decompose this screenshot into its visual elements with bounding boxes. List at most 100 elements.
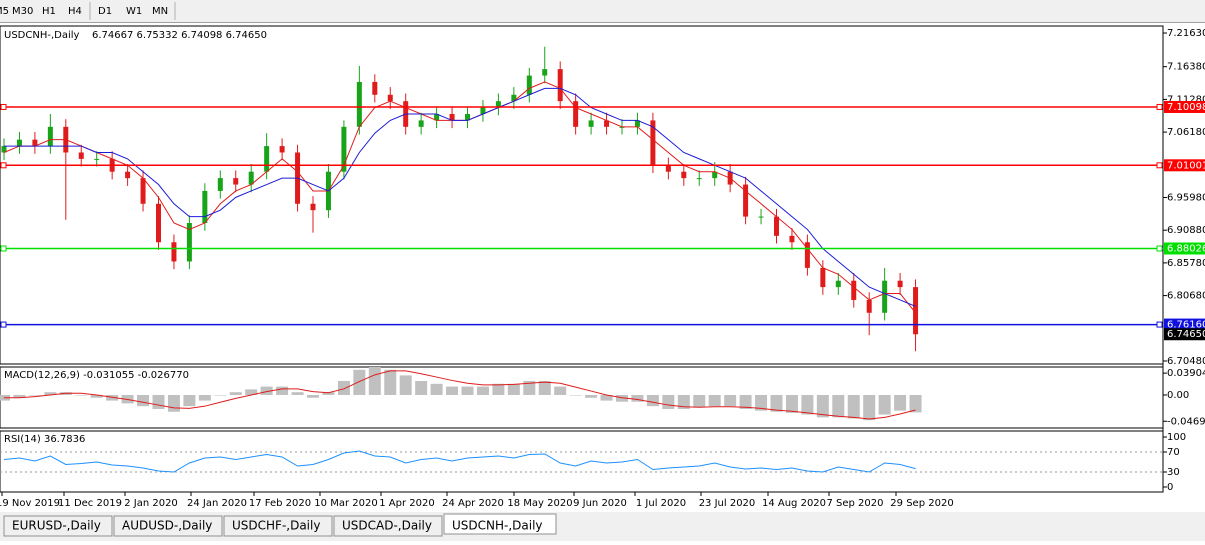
macd-bar: [430, 383, 443, 395]
y-tick-label: 6.80680: [1167, 291, 1205, 302]
macd-bar: [785, 394, 798, 413]
macd-bar: [13, 394, 26, 398]
macd-bar: [600, 394, 613, 401]
candle-body: [16, 139, 22, 147]
timeframe-button[interactable]: H1: [42, 6, 56, 17]
candle-body: [681, 171, 687, 179]
candle-body: [387, 94, 393, 102]
macd-bar: [198, 394, 211, 401]
tab-background: [3, 515, 113, 537]
rsi-line: [3, 450, 916, 473]
macd-bar: [461, 386, 474, 395]
symbol-tab[interactable]: EURUSD-,Daily: [3, 515, 113, 537]
y-tick-label: 7.21630: [1167, 28, 1205, 39]
candle-body: [774, 216, 779, 236]
macd-signal: [4, 370, 916, 420]
candle-body: [511, 94, 517, 102]
macd-bar: [28, 394, 41, 396]
candle-body: [1, 146, 7, 153]
tab-label: USDCNH-,Daily: [452, 519, 543, 533]
macd-bar: [399, 375, 412, 395]
candle-body: [341, 126, 347, 172]
x-tick-label: 1 Apr 2020: [379, 498, 434, 509]
macd-bar: [801, 394, 814, 415]
candle-body: [557, 69, 563, 102]
candle-body: [789, 235, 795, 243]
chart-title: USDCNH-,Daily: [4, 30, 80, 41]
macd-bar: [90, 394, 103, 398]
rsi-panel: [0, 430, 1164, 493]
macd-bar: [337, 380, 350, 395]
y-tick-label: 0.00: [1167, 390, 1189, 401]
candle-body: [47, 126, 53, 147]
symbol-tab[interactable]: USDCNH-,Daily: [443, 513, 557, 535]
candle-body: [604, 120, 610, 127]
macd-bar: [276, 386, 289, 395]
y-tick-label: 6.95980: [1167, 192, 1205, 203]
x-tick-label: 24 Apr 2020: [442, 498, 504, 509]
macd-bar: [631, 394, 644, 402]
symbol-tab[interactable]: USDCHF-,Daily: [223, 515, 333, 537]
macd-bar: [662, 394, 675, 409]
candle-body: [248, 171, 254, 185]
timeframe-button[interactable]: M5: [0, 6, 9, 17]
macd-bar: [646, 394, 659, 407]
timeframe-button[interactable]: H4: [68, 6, 82, 17]
timeframe-button[interactable]: M30: [12, 6, 33, 17]
macd-bar: [863, 394, 876, 421]
candle-body: [588, 120, 594, 127]
main-panel: [0, 25, 1164, 365]
candle-body: [804, 242, 810, 268]
level-handle: [1156, 245, 1163, 252]
macd-bar: [523, 380, 536, 395]
level-price-label: 7.10098: [1167, 102, 1205, 113]
last-price-label: 6.74650: [1167, 329, 1205, 340]
timeframe-button[interactable]: D1: [98, 6, 112, 17]
macd-bar: [569, 394, 582, 396]
y-tick-label: 6.70480: [1167, 356, 1205, 367]
candle-body: [171, 242, 177, 262]
tab-background: [223, 515, 333, 537]
y-tick-label: 7.11280: [1167, 94, 1205, 105]
macd-title: MACD(12,26,9) -0.031055 -0.026770: [4, 370, 189, 381]
tab-label: AUDUSD-,Daily: [122, 519, 212, 533]
level-price-box: [1164, 159, 1205, 172]
macd-bar: [260, 386, 273, 395]
macd-bar: [384, 369, 397, 395]
tab-background: [443, 513, 557, 535]
x-tick-label: 23 Jul 2020: [699, 498, 756, 509]
tab-label: USDCHF-,Daily: [232, 519, 320, 533]
symbol-tab[interactable]: AUDUSD-,Daily: [113, 515, 223, 537]
macd-bar: [353, 369, 366, 395]
tab-background: [333, 515, 443, 537]
x-tick-label: 19 Nov 2019: [0, 498, 60, 509]
y-tick-label: 0.039044: [1167, 368, 1205, 379]
moving-average: [4, 87, 916, 307]
timeframe-button[interactable]: W1: [126, 6, 142, 17]
level-price-label: 6.76160: [1167, 320, 1205, 331]
level-handle: [0, 162, 7, 169]
y-tick-label: 70: [1167, 447, 1180, 458]
x-tick-label: 14 Aug 2020: [762, 498, 826, 509]
level-handle: [1156, 162, 1163, 169]
macd-bar: [739, 394, 752, 409]
rsi-title: RSI(14) 36.7836: [4, 434, 85, 445]
symbol-tab[interactable]: USDCAD-,Daily: [333, 515, 443, 537]
macd-bar: [724, 394, 737, 407]
candle-body: [94, 158, 100, 160]
macd-bar: [770, 394, 783, 412]
macd-bar: [878, 394, 891, 415]
macd-bar: [291, 392, 304, 395]
candle-body: [712, 171, 718, 179]
macd-bar: [152, 394, 165, 409]
candle-body: [186, 223, 192, 262]
y-tick-label: 7.16380: [1167, 62, 1205, 73]
macd-bar: [307, 394, 319, 398]
timeframe-button[interactable]: MN: [152, 6, 168, 17]
candle-body: [665, 165, 671, 172]
macd-bar: [507, 383, 520, 395]
candle-body: [264, 146, 270, 172]
macd-bar: [415, 380, 428, 395]
